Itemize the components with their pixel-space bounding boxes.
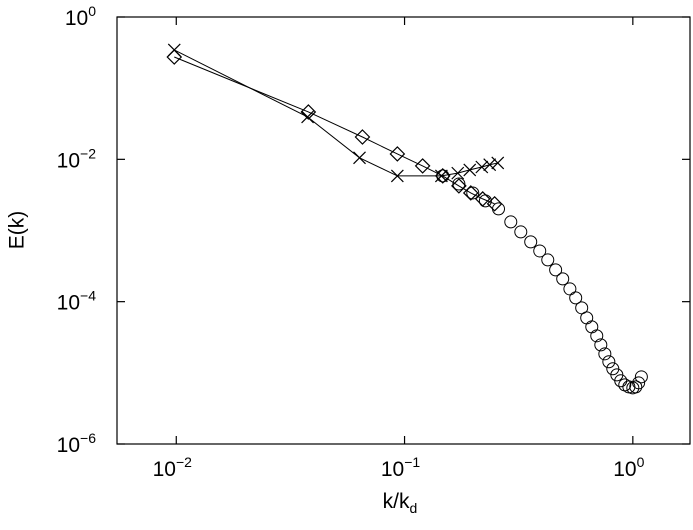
circle-marker [585,320,599,334]
circle-marker [580,311,594,325]
y-tick-label-exp: 0 [88,3,96,19]
x-tick-label-exp: −2 [176,454,192,470]
cross-marker [451,166,465,180]
x-tick-label-exp: 0 [637,454,645,470]
series-line [174,56,495,205]
x-axis-label: k/kd [383,490,418,516]
circle-marker [466,186,480,200]
diamond-marker [354,129,371,145]
circle-marker [533,244,547,258]
circle-marker [436,169,450,183]
series-line [174,49,498,177]
circle-marker [594,338,608,352]
circle-marker [556,272,570,286]
y-tick-label-base: 10 [65,7,88,30]
cross-marker [301,110,314,124]
circle-marker [563,282,577,296]
diamond-marker [389,146,406,162]
circle-marker [569,291,583,305]
circle-marker [478,194,492,208]
x-tick-label-base: 10 [153,458,176,481]
diamond-marker [462,185,479,201]
diamond-marker [434,168,451,184]
circle-marker [602,355,616,369]
y-tick-label-base: 10 [57,292,80,315]
y-tick-label-base: 10 [57,149,80,172]
y-tick-label: 10−6 [57,430,97,457]
x-tick-label-base: 10 [381,458,404,481]
y-tick-label-exp: −4 [80,288,96,304]
diamond-marker [166,49,183,65]
cross-marker [483,158,497,172]
cross-marker [390,169,404,183]
circle-marker [629,380,643,394]
x-axis-label-text: k/k [383,490,410,513]
circle-marker [549,263,563,277]
circle-marker [632,376,646,390]
cross-marker [491,156,505,170]
diamond-marker [300,104,317,120]
x-axis-label-sub: d [410,500,418,516]
circle-marker [452,177,466,191]
y-tick-label-exp: −6 [80,430,96,446]
cross-marker [475,160,489,174]
circle-marker [541,253,555,267]
circle-marker [504,215,518,229]
plot-frame [116,16,691,445]
x-tick-label: 10−2 [153,454,193,481]
diamond-marker [414,158,431,174]
x-tick-label: 100 [613,454,644,481]
y-tick-label-base: 10 [57,434,80,457]
x-tick-label-base: 10 [613,458,636,481]
cross-marker [353,151,366,165]
y-axis-label: E(k) [6,211,29,250]
diamond-marker [486,195,503,212]
y-tick-label: 10−4 [57,288,97,315]
circle-marker [524,235,538,249]
cross-marker [463,163,477,177]
y-tick-label: 100 [65,3,96,30]
circle-marker [598,347,612,361]
circle-marker [492,202,506,216]
y-tick-label: 10−2 [57,145,97,172]
circle-marker [590,329,604,343]
x-tick-label: 10−1 [381,454,421,481]
x-tick-label-exp: −1 [404,454,420,470]
y-tick-label-exp: −2 [80,145,96,161]
diamond-marker [451,178,467,194]
circle-marker [634,370,648,384]
circle-marker [514,225,528,239]
